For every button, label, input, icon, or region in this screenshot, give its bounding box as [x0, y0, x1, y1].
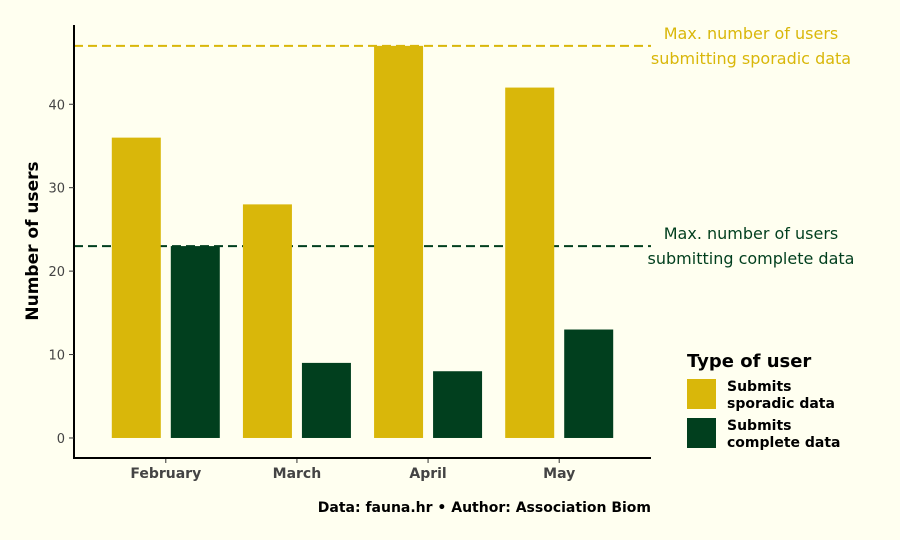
x-ticks: February March April May [130, 459, 575, 482]
reference-line-labels: Max. number of users submitting sporadic … [648, 24, 855, 268]
bar-may-series-1 [505, 87, 555, 438]
bars [111, 45, 614, 438]
bar-march-series-2 [301, 362, 351, 438]
y-tick-label: 10 [48, 349, 65, 364]
bar-may-series-2 [564, 329, 614, 438]
reference-line-label: submitting complete data [648, 249, 855, 268]
x-tick-label: February [130, 466, 201, 482]
reference-line-label: Max. number of users [664, 24, 839, 43]
legend-title: Type of user [687, 351, 811, 372]
legend-label: Submits [727, 418, 791, 434]
y-tick-label: 0 [57, 432, 65, 447]
reference-line-label: submitting sporadic data [651, 49, 851, 68]
y-tick-label: 20 [48, 265, 65, 280]
legend-label: complete data [727, 435, 841, 451]
bar-april-series-1 [374, 45, 424, 438]
legend-swatch [687, 418, 716, 448]
reference-lines [74, 44, 651, 248]
y-ticks: 0 10 20 30 40 [48, 98, 74, 447]
bar-april-series-2 [433, 371, 483, 438]
bar-march-series-1 [242, 204, 292, 438]
y-tick-label: 30 [48, 182, 65, 197]
reference-line-label: Max. number of users [664, 224, 839, 243]
caption: Data: fauna.hr • Author: Association Bio… [318, 500, 651, 516]
legend-label: Submits [727, 379, 791, 395]
x-tick-label: March [273, 466, 322, 482]
legend-swatch [687, 379, 716, 409]
bar-february-series-1 [111, 137, 161, 438]
axes [73, 25, 651, 459]
x-tick-label: May [543, 466, 575, 482]
y-axis-title: Number of users [23, 161, 43, 320]
y-tick-label: 40 [48, 98, 65, 113]
x-tick-label: April [409, 466, 446, 482]
bar-february-series-2 [170, 246, 220, 438]
legend-label: sporadic data [727, 396, 835, 412]
